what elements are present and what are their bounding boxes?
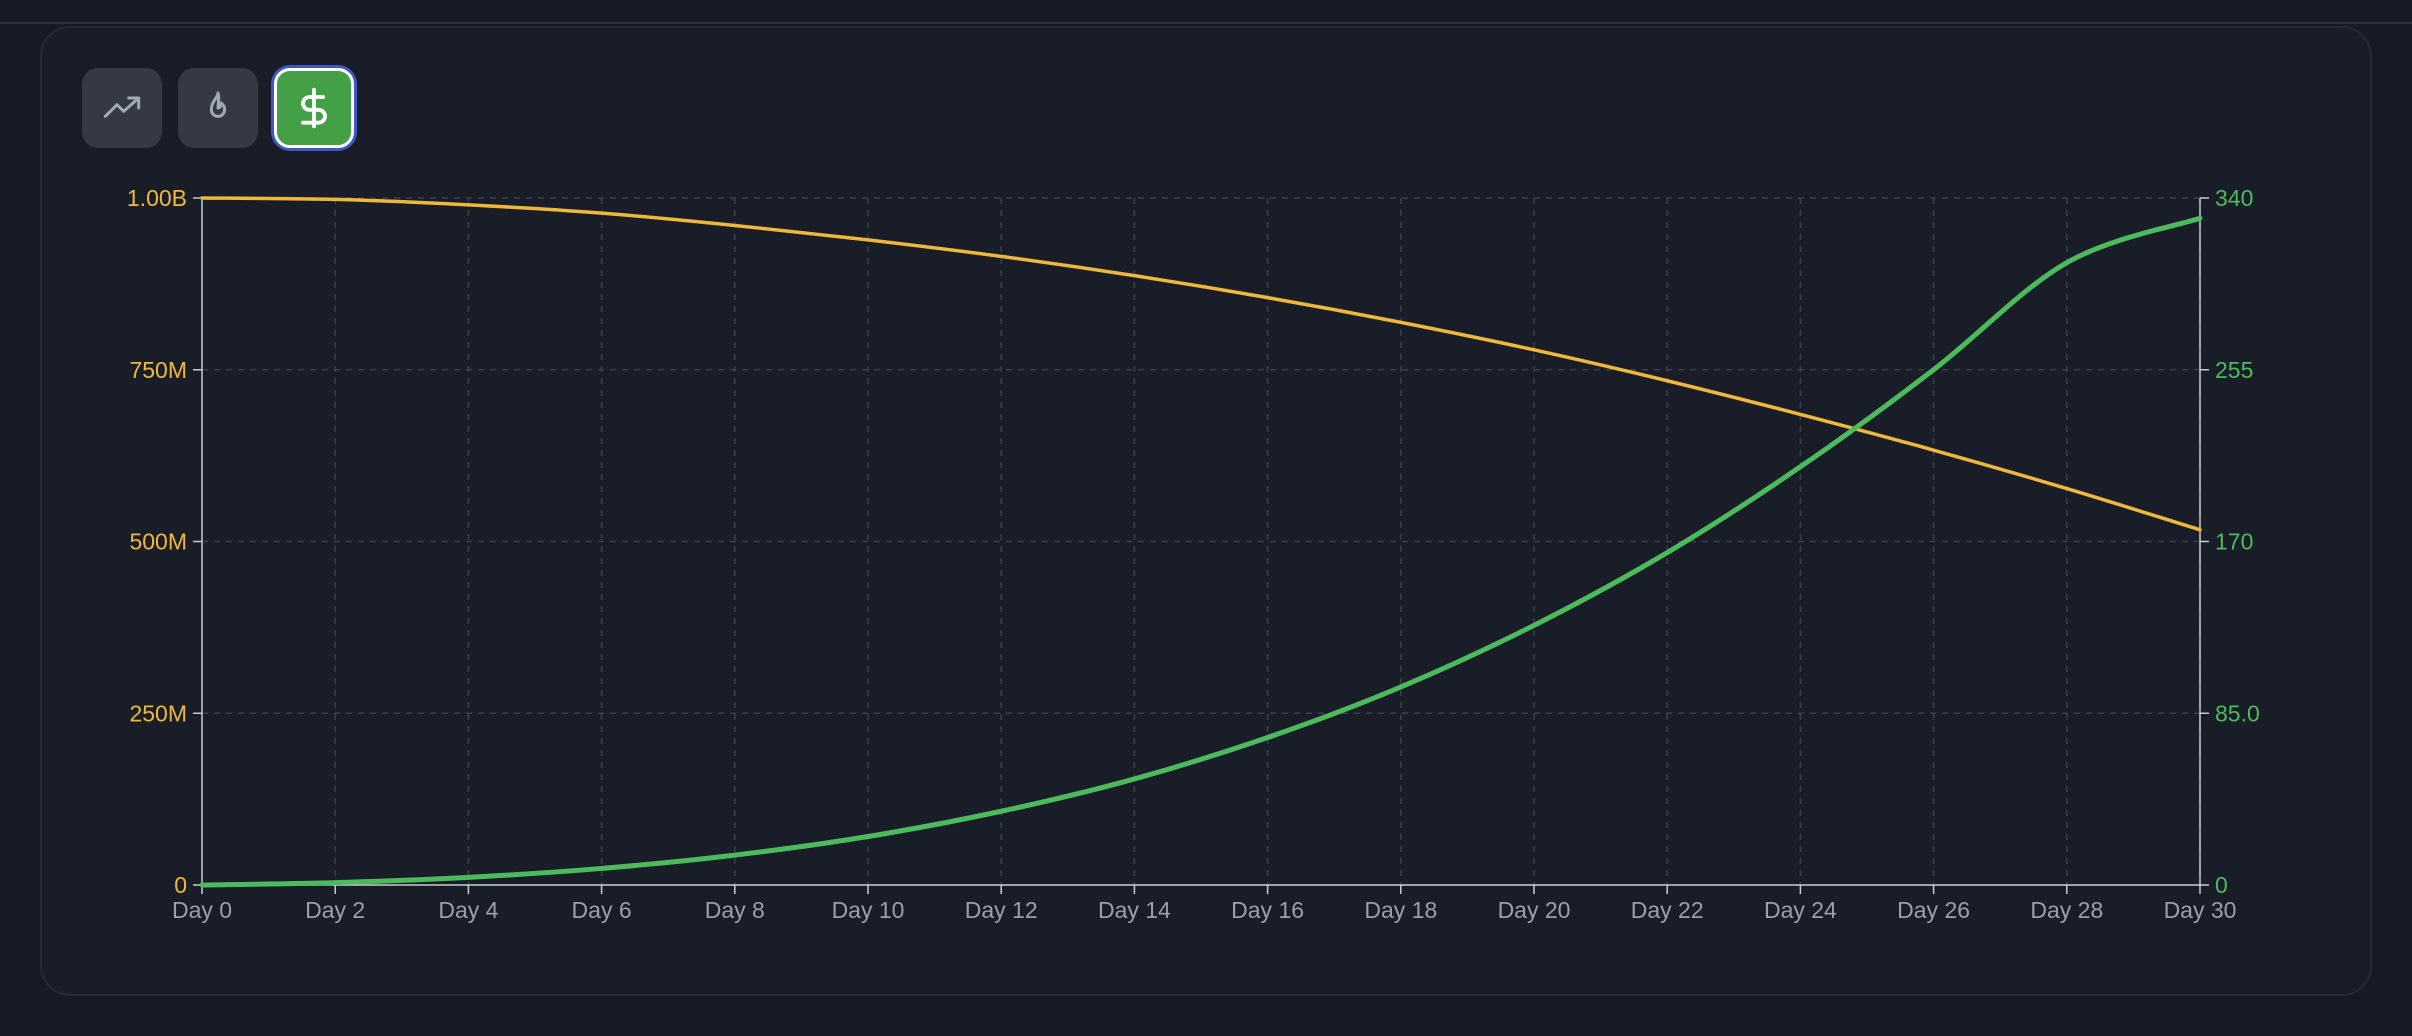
series-line-right-axis <box>199 215 2203 888</box>
axes <box>193 197 2209 894</box>
x-tick-label: Day 20 <box>1498 897 1571 923</box>
chart-card <box>40 26 2372 996</box>
y-left-tick-label: 500M <box>129 529 187 555</box>
x-tick-label: Day 14 <box>1098 897 1171 923</box>
price-view-button[interactable] <box>274 68 354 148</box>
y-right-tick-label: 340 <box>2215 185 2253 211</box>
y-left-tick-label: 250M <box>129 700 187 726</box>
y-right-tick-label: 85.0 <box>2215 700 2260 726</box>
flame-icon <box>198 88 238 128</box>
tick-labels: Day 0 Day 2 Day 4 Day 6 Day 8 Day 10 Day 12 Day… <box>127 185 2260 923</box>
y-left-tick-label: 1.00B <box>127 185 187 211</box>
x-tick-label: Day 22 <box>1631 897 1704 923</box>
x-tick-label: Day 2 <box>305 897 365 923</box>
x-tick-label: Day 28 <box>2030 897 2103 923</box>
x-tick-label: Day 4 <box>438 897 498 923</box>
y-left-tick-label: 0 <box>174 872 187 898</box>
top-divider <box>0 0 2412 24</box>
x-tick-label: Day 6 <box>572 897 632 923</box>
x-tick-label: Day 0 <box>172 897 232 923</box>
y-right-tick-label: 0 <box>2215 872 2228 898</box>
x-tick-label: Day 30 <box>2164 897 2237 923</box>
x-tick-label: Day 18 <box>1364 897 1437 923</box>
x-tick-label: Day 12 <box>965 897 1038 923</box>
burn-view-button[interactable] <box>178 68 258 148</box>
x-tick-label: Day 8 <box>705 897 765 923</box>
trend-view-button[interactable] <box>82 68 162 148</box>
dollar-icon <box>292 86 336 130</box>
y-right-tick-label: 170 <box>2215 529 2253 555</box>
x-tick-label: Day 10 <box>832 897 905 923</box>
x-tick-label: Day 26 <box>1897 897 1970 923</box>
x-tick-label: Day 24 <box>1764 897 1837 923</box>
y-left-tick-label: 750M <box>129 357 187 383</box>
grid-lines <box>202 197 2201 885</box>
series-line-left-axis <box>200 196 2202 532</box>
series-lines <box>199 196 2203 888</box>
trending-up-icon <box>102 88 142 128</box>
y-right-tick-label: 255 <box>2215 357 2253 383</box>
x-tick-label: Day 16 <box>1231 897 1304 923</box>
